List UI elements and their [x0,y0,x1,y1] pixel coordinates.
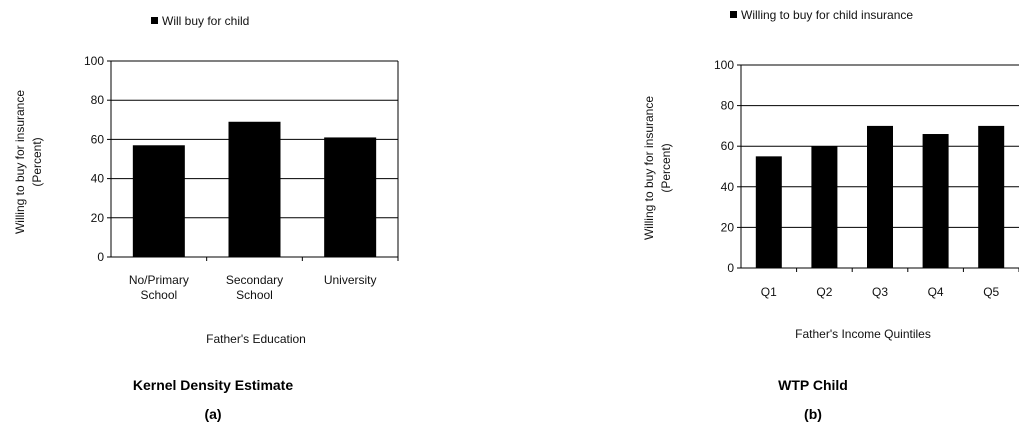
chart-a: Will buy for child Willing to buy for in… [13,14,399,422]
chart-title-a: Kernel Density Estimate [133,377,293,393]
bar [228,121,281,257]
chart-b: Willing to buy for child insurance Willi… [642,8,1019,422]
x-tick-label: School [140,288,177,302]
y-tick-label: 60 [721,139,735,153]
bars-a [132,121,377,257]
x-tick-label: University [324,273,377,287]
legend-swatch-b [730,11,737,18]
y-ticks-a: 0 20 40 60 80 100 [84,54,111,264]
x-tick-label: Secondary [226,273,283,287]
x-axis-title-a: Father's Education [206,332,306,346]
y-tick-label: 80 [91,93,105,107]
y-axis-subtitle-a: (Percent) [30,137,44,186]
x-tick-labels-a: No/PrimarySchoolSecondarySchoolUniversit… [129,257,399,302]
bar [755,156,782,268]
x-tick-labels-b: Q1 Q2 Q3 Q4 Q5 [761,268,1019,299]
y-tick-label: 40 [91,172,105,186]
y-axis-title-a: Willing to buy for insurance [13,90,27,234]
x-tick-label: School [236,288,273,302]
legend-swatch-a [151,17,158,24]
y-tick-label: 80 [721,99,735,113]
x-tick-label: Q1 [761,285,777,299]
y-tick-label: 100 [714,58,734,72]
x-tick-label: Q2 [816,285,832,299]
bar [867,125,893,269]
bar [132,145,185,257]
x-axis-title-b: Father's Income Quintiles [795,327,931,341]
y-ticks-b: 0 20 40 60 80 100 [714,58,741,275]
panel-label-a: (a) [204,406,221,422]
bar [978,125,1005,269]
y-tick-label: 40 [721,180,735,194]
chart-title-b: WTP Child [778,377,848,393]
bar [811,146,838,268]
bars-b [755,125,1005,269]
y-tick-label: 20 [91,211,105,225]
x-tick-label: Q5 [983,285,999,299]
legend-label-b: Willing to buy for child insurance [741,8,913,22]
y-tick-label: 20 [721,220,735,234]
y-axis-subtitle-b: (Percent) [659,143,673,192]
bar [922,134,949,268]
x-tick-label: Q4 [928,285,944,299]
legend-label-a: Will buy for child [162,14,249,28]
x-tick-label: No/Primary [129,273,189,287]
panel-label-b: (b) [804,406,822,422]
y-axis-title-b: Willing to buy for insurance [642,96,656,240]
y-tick-label: 100 [84,54,104,68]
y-tick-label: 0 [97,250,104,264]
y-tick-label: 60 [91,132,105,146]
y-tick-label: 0 [727,261,734,275]
x-tick-label: Q3 [872,285,888,299]
bar [324,137,377,257]
